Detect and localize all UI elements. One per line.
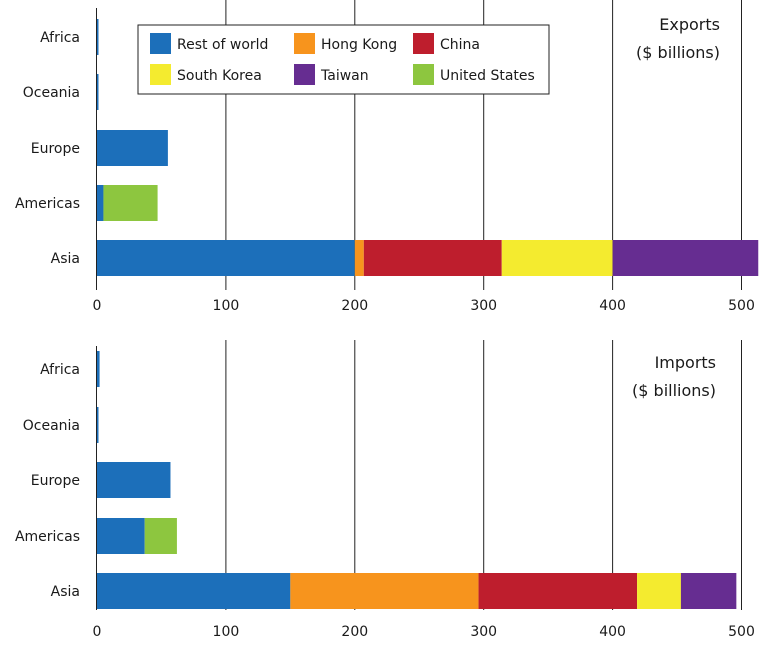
legend-box xyxy=(137,24,550,95)
category-label-europe: Europe xyxy=(31,141,80,157)
category-label-oceania: Oceania xyxy=(23,85,80,101)
legend-swatch-rest-of-world xyxy=(150,33,171,54)
tick-label-500: 500 xyxy=(728,298,755,314)
bar-asia-taiwan xyxy=(612,240,759,276)
legend-label-hong-kong: Hong Kong xyxy=(321,37,397,53)
tick-label-100: 100 xyxy=(213,624,240,640)
bar-asia-china xyxy=(363,240,502,276)
tick-label-300: 300 xyxy=(470,624,497,640)
bar-asia-south-korea xyxy=(501,240,613,276)
legend-label-united-states: United States xyxy=(440,68,535,84)
bar-asia-south-korea xyxy=(637,573,681,609)
bar-europe-rest-of-world xyxy=(97,130,168,166)
tick-label-200: 200 xyxy=(341,298,368,314)
category-label-oceania: Oceania xyxy=(23,418,80,434)
tick-label-0: 0 xyxy=(93,298,102,314)
category-label-europe: Europe xyxy=(31,473,80,489)
tick-label-0: 0 xyxy=(93,624,102,640)
chart-title-line-1: Exports xyxy=(659,15,720,34)
legend-label-rest-of-world: Rest of world xyxy=(177,37,268,53)
bar-asia-taiwan xyxy=(680,573,737,609)
bar-asia-china xyxy=(478,573,638,609)
bar-americas-rest-of-world xyxy=(97,185,104,221)
category-label-africa: Africa xyxy=(40,30,80,46)
tick-label-500: 500 xyxy=(728,624,755,640)
imports-panel: Africa Oceania Europe Americas Asia 0 100 200 30… xyxy=(15,340,755,640)
bar-europe-rest-of-world xyxy=(97,462,171,498)
tick-label-200: 200 xyxy=(341,624,368,640)
tick-label-400: 400 xyxy=(599,624,626,640)
chart-title-line-2: ($ billions) xyxy=(632,381,716,400)
bar-africa-rest-of-world xyxy=(97,351,100,387)
bar-africa-rest-of-world xyxy=(97,19,99,55)
exports-panel: Africa Oceania Europe Americas Asia 0 100 200 30… xyxy=(15,0,759,314)
tick-label-100: 100 xyxy=(213,298,240,314)
legend-swatch-taiwan xyxy=(294,64,315,85)
chart-title-line-2: ($ billions) xyxy=(636,43,720,62)
bar-oceania-rest-of-world xyxy=(97,74,99,110)
bar-asia-rest-of-world xyxy=(97,573,291,609)
legend: Rest of world Hong Kong China South Korea Ta… xyxy=(137,24,550,95)
tick-label-400: 400 xyxy=(599,298,626,314)
bar-americas-united-states xyxy=(144,518,177,554)
legend-swatch-united-states xyxy=(413,64,434,85)
category-label-asia: Asia xyxy=(51,584,80,600)
category-label-americas: Americas xyxy=(15,196,80,212)
bar-americas-united-states xyxy=(103,185,158,221)
bar-oceania-rest-of-world xyxy=(97,407,99,443)
legend-swatch-china xyxy=(413,33,434,54)
tick-label-300: 300 xyxy=(470,298,497,314)
chart-title-line-1: Imports xyxy=(655,353,716,372)
category-label-africa: Africa xyxy=(40,362,80,378)
bar-asia-hong-kong xyxy=(290,573,479,609)
legend-label-china: China xyxy=(440,37,480,53)
legend-label-south-korea: South Korea xyxy=(177,68,262,84)
bar-americas-rest-of-world xyxy=(97,518,145,554)
legend-swatch-hong-kong xyxy=(294,33,315,54)
legend-label-taiwan: Taiwan xyxy=(320,68,369,84)
category-label-americas: Americas xyxy=(15,529,80,545)
legend-swatch-south-korea xyxy=(150,64,171,85)
bar-asia-rest-of-world xyxy=(97,240,355,276)
bar-asia-hong-kong xyxy=(354,240,364,276)
category-label-asia: Asia xyxy=(51,251,80,267)
